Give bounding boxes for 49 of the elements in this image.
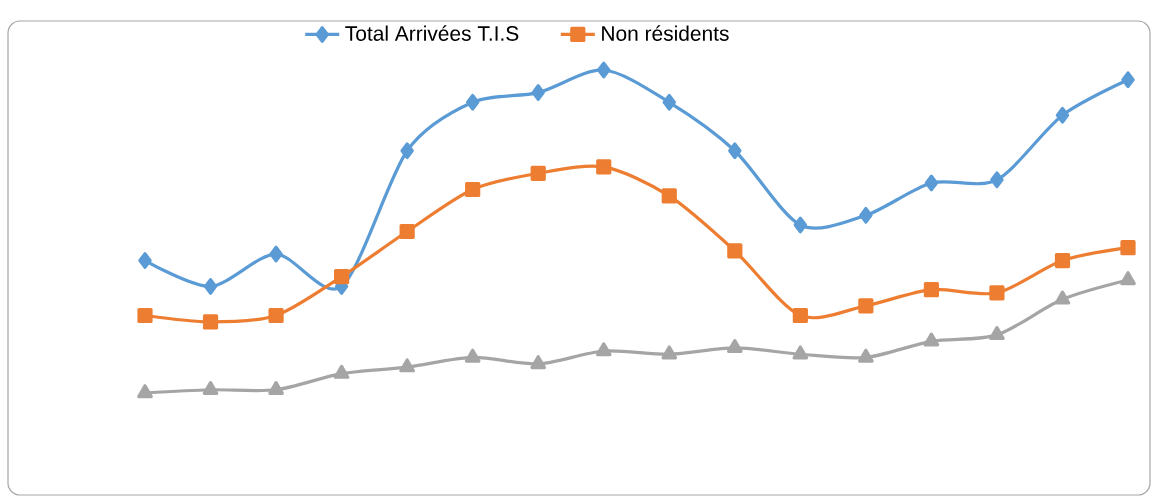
legend-label: Total Arrivées T.I.S — [345, 25, 519, 41]
point — [859, 206, 873, 224]
point — [268, 380, 284, 395]
point — [202, 380, 219, 395]
point — [923, 282, 940, 298]
point — [1120, 271, 1136, 286]
point — [530, 165, 546, 181]
point — [595, 342, 612, 357]
point — [399, 358, 415, 373]
point — [661, 188, 677, 204]
point — [268, 307, 284, 324]
point — [989, 326, 1005, 341]
point — [137, 384, 153, 399]
point — [465, 181, 481, 198]
point — [661, 345, 678, 360]
point — [334, 269, 350, 285]
point — [793, 216, 808, 234]
point — [727, 243, 743, 259]
point — [989, 285, 1005, 301]
point — [596, 159, 612, 175]
point — [662, 93, 676, 111]
point — [990, 171, 1004, 189]
point — [203, 278, 218, 295]
point — [400, 142, 414, 160]
point — [1054, 252, 1071, 269]
point — [333, 364, 350, 379]
point — [202, 314, 219, 330]
point — [858, 348, 874, 363]
point — [138, 252, 152, 269]
point — [1055, 106, 1070, 124]
point — [858, 298, 874, 314]
point — [1121, 71, 1135, 89]
point — [923, 332, 940, 347]
legend-label: Non résidents — [602, 25, 729, 41]
point — [597, 61, 611, 79]
point — [465, 93, 480, 111]
point — [530, 355, 547, 370]
point — [924, 174, 939, 192]
point — [726, 338, 743, 353]
point — [531, 84, 545, 102]
point — [399, 223, 415, 240]
point — [1120, 240, 1136, 256]
point — [137, 307, 153, 324]
point — [792, 345, 809, 360]
point — [728, 142, 742, 160]
point — [1054, 290, 1071, 305]
point — [464, 348, 481, 363]
point — [269, 245, 283, 263]
point — [792, 307, 808, 324]
